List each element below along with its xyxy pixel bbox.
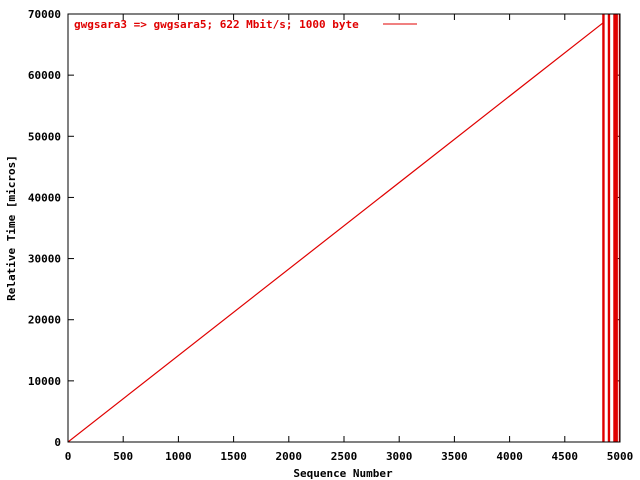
x-tick-label: 1500 (220, 450, 247, 463)
legend-label: gwgsara3 => gwgsara5; 622 Mbit/s; 1000 b… (74, 18, 359, 31)
data-layer (68, 14, 620, 442)
y-tick-label: 70000 (28, 8, 61, 21)
axis-ticks: 0 500 1000 1500 2000 2500 3000 3500 4000 4500 5000… (28, 8, 633, 463)
x-axis-label: Sequence Number (293, 467, 393, 480)
x-tick-label: 2500 (331, 450, 358, 463)
y-tick-label: 20000 (28, 314, 61, 327)
y-tick-label: 40000 (28, 191, 61, 204)
x-tick-label: 3000 (386, 450, 413, 463)
x-tick-label: 0 (65, 450, 72, 463)
x-tick-label: 500 (113, 450, 133, 463)
x-tick-label: 4000 (496, 450, 523, 463)
x-tick-label: 5000 (607, 450, 634, 463)
y-tick-label: 60000 (28, 69, 61, 82)
x-tick-label: 3500 (441, 450, 468, 463)
x-tick-label: 4500 (552, 450, 579, 463)
y-tick-label: 50000 (28, 130, 61, 143)
legend: gwgsara3 => gwgsara5; 622 Mbit/s; 1000 b… (74, 18, 417, 31)
y-tick-label: 10000 (28, 375, 61, 388)
x-tick-label: 2000 (276, 450, 303, 463)
series-line (68, 22, 604, 442)
y-tick-label: 0 (54, 436, 61, 449)
y-axis-label: Relative Time [micros] (5, 155, 18, 301)
x-tick-label: 1000 (165, 450, 192, 463)
y-tick-label: 30000 (28, 253, 61, 266)
plot-frame (67, 13, 621, 443)
